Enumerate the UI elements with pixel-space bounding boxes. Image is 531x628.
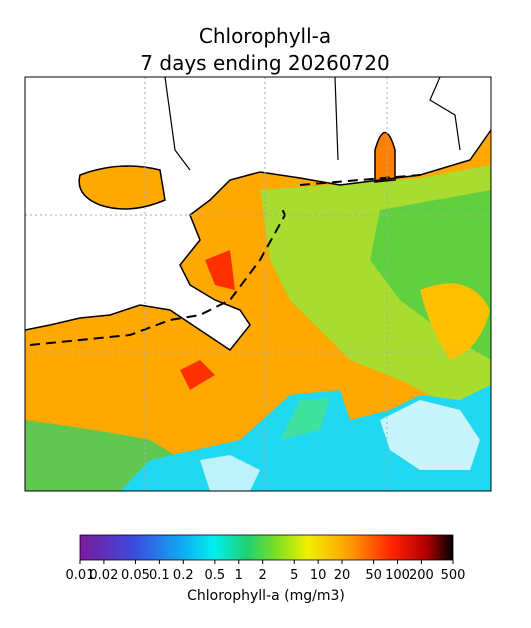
border	[164, 77, 461, 171]
coastline	[25, 129, 491, 352]
map-frame	[24, 76, 492, 492]
land	[25, 77, 491, 350]
boundary-dashed	[29, 174, 421, 346]
cloud-patch	[380, 400, 480, 470]
colorbar-tick-label: 0.01	[66, 568, 95, 583]
graticule	[25, 77, 491, 491]
map	[25, 77, 491, 491]
colorbar-tick-label: 50	[365, 568, 382, 583]
title-line: 7 days ending 20260720	[140, 51, 389, 75]
cyan-region	[280, 398, 330, 440]
colorbar-tick-label: 100	[385, 568, 410, 583]
colorbar-tick-label: 0.05	[121, 568, 150, 583]
colorbar-tick-label: 0.02	[89, 568, 118, 583]
island	[78, 165, 166, 210]
colorbar-tick-label: 2	[259, 568, 267, 583]
high-patch	[180, 250, 235, 390]
cloud-patch	[200, 455, 260, 491]
colorbar-tick-label: 10	[310, 568, 327, 583]
title-line: Chlorophyll-a	[199, 24, 331, 48]
colorbar-tick-label: 5	[290, 568, 298, 583]
colorbar-tick-label: 500	[441, 568, 466, 583]
colorbar-tick-label: 20	[334, 568, 351, 583]
orange-eddy	[420, 283, 490, 360]
colorbar-tick-label: 1	[235, 568, 243, 583]
colorbar-tick-label: 0.2	[173, 568, 194, 583]
colorbar-label: Chlorophyll-a (mg/m3)	[187, 588, 345, 604]
colorbar-tick-label: 0.1	[149, 568, 170, 583]
colorbar-tick-label: 0.5	[205, 568, 226, 583]
bay	[374, 131, 396, 183]
colorbar	[79, 534, 454, 561]
colorbar-tick-label: 200	[409, 568, 434, 583]
